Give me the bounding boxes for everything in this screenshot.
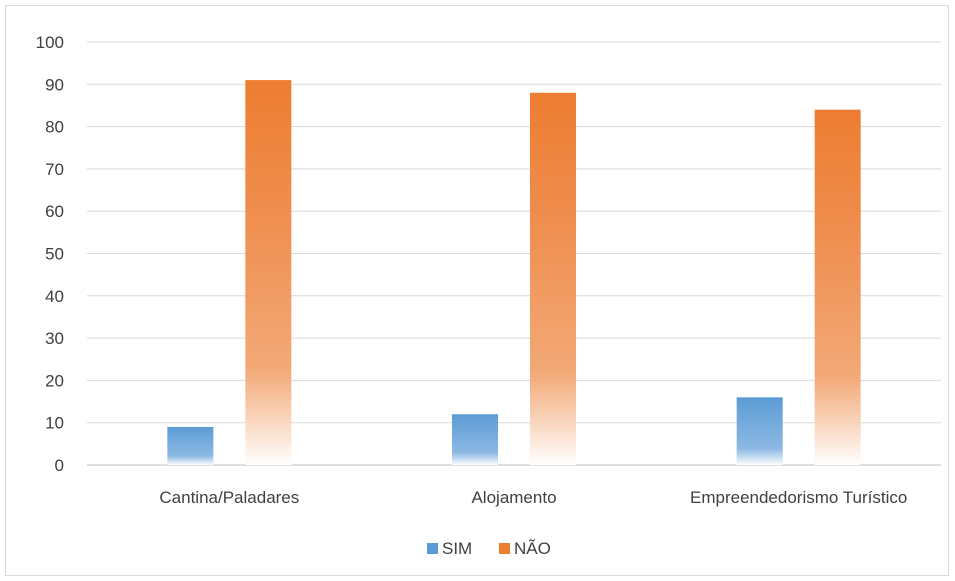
x-category-label: Empreendedorismo Turístico [690,488,907,507]
legend-label: NÃO [514,539,551,558]
y-tick-label: 60 [45,202,64,221]
y-tick-label: 80 [45,118,64,137]
chart-frame [5,5,949,576]
x-category-label: Alojamento [471,488,556,507]
y-tick-label: 0 [55,456,64,475]
y-tick-label: 40 [45,287,64,306]
legend: SIM NÃO [427,539,551,558]
y-tick-label: 100 [36,33,64,52]
x-category-label: Cantina/Paladares [159,488,299,507]
y-tick-label: 20 [45,371,64,390]
gridlines [87,41,941,466]
bars [167,80,861,466]
y-tick-label: 90 [45,75,64,94]
y-tick-label: 10 [45,414,64,433]
y-tick-label: 50 [45,245,64,264]
bar-nao [530,92,576,465]
bar-sim [167,426,214,465]
y-tick-label: 70 [45,160,64,179]
legend-swatch-nao [499,543,510,554]
x-axis: Cantina/Paladares Alojamento Empreendedori… [159,488,907,507]
bar-nao [814,109,861,466]
legend-label: SIM [442,539,472,558]
legend-swatch-sim [427,543,438,554]
bar-nao [245,80,292,465]
y-axis: 0 10 20 30 40 50 60 70 80 90 100 [36,33,64,475]
y-tick-label: 30 [45,329,64,348]
bar-sim [452,414,498,465]
bar-sim [736,397,783,465]
